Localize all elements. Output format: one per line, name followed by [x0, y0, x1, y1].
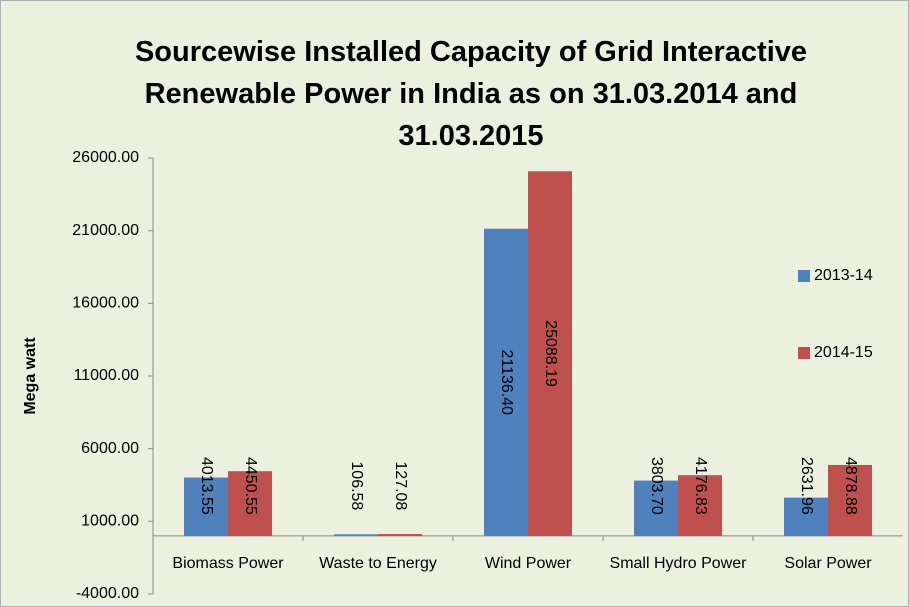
data-label: 4450.55: [242, 457, 259, 515]
legend-swatch: [798, 270, 810, 282]
x-tick-label: Small Hydro Power: [609, 554, 747, 572]
bar: [828, 464, 872, 536]
y-tick-label: 21000.00: [72, 222, 139, 239]
bar: [634, 480, 678, 536]
y-axis-label: Mega watt: [22, 337, 39, 415]
data-label: 2631.96: [798, 457, 815, 515]
y-tick-label: 26000.00: [72, 149, 139, 166]
legend-label: 2013-14: [814, 267, 873, 284]
bar: [528, 171, 572, 536]
data-label: 21136.40: [498, 350, 515, 416]
y-tick-label: 6000.00: [81, 440, 139, 457]
data-label: 3803.70: [648, 457, 665, 515]
chart-title: Sourcewise Installed Capacity of Grid In…: [134, 36, 808, 152]
data-label: 127.08: [392, 461, 409, 510]
y-tick-label: -4000.00: [76, 585, 139, 602]
x-tick-label: Waste to Energy: [319, 554, 437, 572]
y-tick-label: 1000.00: [81, 513, 139, 530]
data-label: 4176.83: [692, 457, 709, 515]
x-tick-label: Wind Power: [484, 554, 572, 572]
x-tick-label: Solar Power: [784, 554, 872, 572]
x-tick-label: Biomass Power: [172, 554, 284, 572]
bar: [378, 534, 422, 536]
bar: [184, 477, 228, 536]
data-label: 25088.19: [542, 320, 559, 387]
data-label: 4013.55: [198, 457, 215, 515]
y-tick-label: 11000.00: [73, 367, 139, 384]
legend-swatch: [798, 347, 810, 359]
bar: [334, 534, 378, 536]
legend-label: 2014-15: [814, 344, 873, 361]
bar: [678, 475, 722, 536]
y-tick-label: 16000.00: [72, 295, 139, 312]
bar: [484, 228, 528, 536]
bar: [228, 471, 272, 536]
data-label: 4878.88: [842, 457, 859, 515]
bar: [784, 497, 828, 536]
data-label: 106.58: [348, 461, 365, 510]
